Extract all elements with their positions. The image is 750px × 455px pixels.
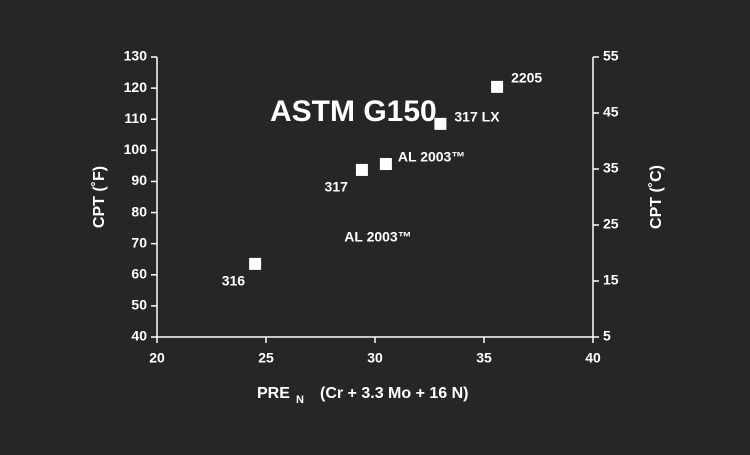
y2-tick-label: 25: [603, 216, 619, 232]
chart-title: ASTM G150: [270, 95, 437, 128]
marker: [355, 163, 368, 176]
marker: [249, 257, 262, 270]
point-label: 317 LX: [454, 109, 500, 125]
y2-tick-label: 35: [603, 160, 619, 176]
point-label: 316: [222, 273, 246, 289]
y-tick-label: 80: [131, 203, 147, 219]
y-tick-label: 130: [124, 48, 148, 64]
annotation: AL 2003™: [344, 229, 411, 245]
marker: [491, 80, 504, 93]
point-label: AL 2003™: [398, 149, 465, 165]
marker: [434, 117, 447, 130]
x-tick-label: 40: [585, 350, 601, 366]
x-axis-label-formula: (Cr + 3.3 Mo + 16 N): [320, 385, 469, 402]
y-tick-label: 120: [124, 79, 148, 95]
point-label: 317: [325, 179, 349, 195]
point-label: 2205: [511, 70, 542, 86]
y-tick-label: 90: [131, 172, 147, 188]
x-tick-label: 20: [149, 350, 165, 366]
y2-tick-label: 5: [603, 328, 611, 344]
y2-tick-label: 45: [603, 104, 619, 120]
y-tick-label: 50: [131, 297, 147, 313]
y2-tick-label: 55: [603, 48, 619, 64]
x-axis-label: PRE: [257, 385, 290, 402]
marker: [379, 158, 392, 171]
y2-tick-label: 15: [603, 272, 619, 288]
x-tick-label: 35: [476, 350, 492, 366]
y-axis-label: CPT (˚F): [91, 166, 108, 228]
x-tick-label: 25: [258, 350, 274, 366]
y-tick-label: 40: [131, 328, 147, 344]
y-tick-label: 60: [131, 265, 147, 281]
y2-axis-label: CPT (˚C): [648, 165, 665, 229]
x-axis-label-subscript: N: [296, 394, 304, 406]
y-tick-label: 100: [124, 141, 148, 157]
y-tick-label: 70: [131, 234, 147, 250]
x-tick-label: 30: [367, 350, 383, 366]
y-tick-label: 110: [124, 110, 147, 126]
